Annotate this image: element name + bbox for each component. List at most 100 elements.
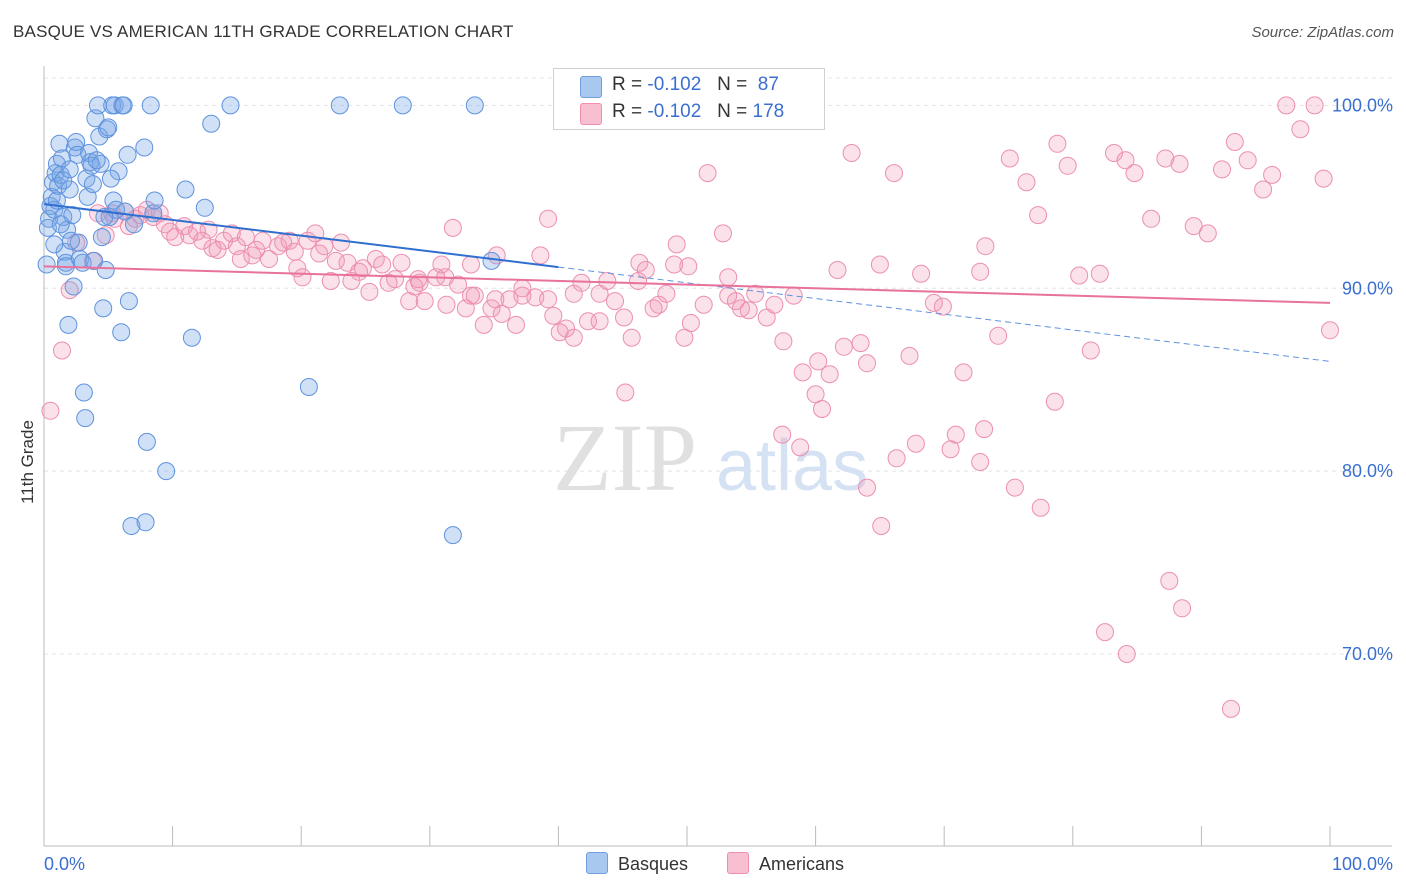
americans-point <box>1198 224 1217 243</box>
americans-point <box>834 337 853 356</box>
watermark-zip: ZIP <box>553 404 697 511</box>
basques-point <box>101 169 120 188</box>
americans-point <box>572 273 591 292</box>
americans-point <box>315 237 334 256</box>
americans-point <box>1213 160 1231 179</box>
americans-point <box>531 246 550 265</box>
americans-point <box>293 268 312 287</box>
americans-point <box>564 328 583 347</box>
axes <box>43 66 1392 847</box>
americans-point <box>437 295 456 314</box>
americans-point <box>615 308 633 327</box>
americans-point <box>1263 165 1282 184</box>
americans-point <box>193 231 212 250</box>
x-tick-label: 0.0% <box>44 854 85 874</box>
watermark-atlas: atlas <box>716 426 868 506</box>
bottom-legend-label-basques: Basques <box>618 854 689 874</box>
basques-point <box>62 231 80 250</box>
basques-point <box>67 133 86 151</box>
basques-point <box>443 526 462 545</box>
basques-point <box>118 145 137 164</box>
basques-point <box>83 175 102 194</box>
americans-point <box>1314 169 1333 188</box>
basques-point <box>45 235 64 254</box>
americans-point <box>870 255 889 274</box>
americans-point <box>332 233 351 252</box>
basques-point <box>145 191 164 210</box>
basques-point <box>330 96 349 115</box>
americans-point <box>231 250 250 268</box>
basques-point <box>92 228 111 247</box>
americans-point <box>353 259 372 278</box>
basques-point <box>122 517 141 535</box>
basques-point <box>64 277 83 296</box>
americans-point <box>1277 96 1296 115</box>
bottom-legend-swatch-americans <box>727 852 749 874</box>
americans-point <box>462 255 480 274</box>
americans-point <box>492 304 511 323</box>
basques-point <box>119 292 138 311</box>
legend-r-value: -0.102 <box>647 74 702 95</box>
americans-point <box>342 272 361 290</box>
americans-point <box>1017 173 1036 192</box>
basques-point <box>40 209 59 228</box>
americans-point <box>714 224 732 243</box>
americans-point <box>1305 96 1324 115</box>
americans-point <box>280 231 299 250</box>
americans-point <box>1058 156 1077 175</box>
americans-point <box>851 334 870 353</box>
americans-point <box>906 434 925 453</box>
americans-point <box>933 297 952 316</box>
americans-point <box>630 253 649 272</box>
americans-point <box>1031 498 1050 517</box>
basques-point <box>299 378 318 396</box>
basques-point <box>96 261 115 279</box>
americans-point <box>774 332 793 351</box>
americans-point <box>513 279 532 298</box>
americans-point <box>1160 571 1179 590</box>
americans-point <box>1105 144 1123 162</box>
basques-point <box>157 462 176 481</box>
americans-point <box>679 257 698 276</box>
americans-point <box>665 255 684 274</box>
americans-point <box>1225 133 1244 151</box>
basques-point <box>59 315 78 334</box>
basques-point <box>60 160 79 179</box>
basques-point <box>202 114 221 133</box>
americans-point <box>1045 392 1064 411</box>
americans-point <box>900 346 919 365</box>
y-tick-label: 70.0% <box>1342 644 1393 664</box>
basques-point <box>182 328 201 347</box>
basques-point <box>60 180 79 199</box>
americans-point <box>667 235 686 254</box>
y-tick-label: 80.0% <box>1342 461 1393 481</box>
americans-point <box>557 319 576 338</box>
americans-point <box>975 420 994 439</box>
legend-n-value: 178 <box>752 101 785 122</box>
basques-point <box>195 198 214 217</box>
americans-point <box>53 341 71 360</box>
americans-point <box>373 255 392 274</box>
americans-point <box>746 284 765 303</box>
americans-point <box>971 453 990 471</box>
americans-point <box>1000 149 1019 168</box>
basques-points <box>37 96 501 545</box>
americans-point <box>616 383 635 402</box>
americans-point <box>1156 149 1175 168</box>
tick-labels: 70.0% 80.0% 90.0% 100.0% 0.0% 100.0% 11th Grad… <box>18 95 1393 874</box>
americans-point <box>539 209 558 228</box>
bottom-legend-swatch-basques <box>586 852 608 874</box>
americans-point <box>482 299 501 318</box>
americans-point <box>622 328 641 347</box>
americans-trend-line <box>43 265 1331 304</box>
americans-point <box>1048 134 1067 153</box>
americans-point <box>698 164 717 183</box>
americans-point <box>976 237 995 256</box>
basques-point <box>141 96 160 115</box>
basques-point <box>65 138 84 157</box>
americans-point <box>765 295 784 314</box>
watermark: ZIP atlas <box>553 404 868 511</box>
basques-point <box>465 96 484 115</box>
americans-point <box>539 290 558 309</box>
americans-point <box>321 272 340 290</box>
